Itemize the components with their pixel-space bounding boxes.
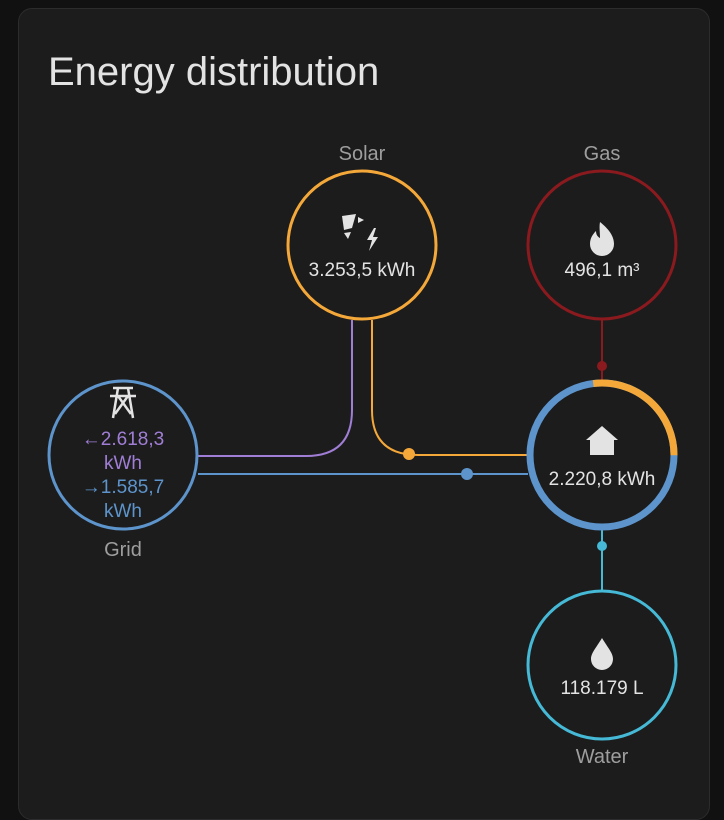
grid-return-unit: kWh [104,453,142,474]
grid-return-value: ←2.618,3 [81,429,165,450]
home-icon [586,426,618,455]
water-drop-icon [591,638,613,670]
gas-label: Gas [583,143,621,165]
solar-label: Solar [338,143,386,165]
solar-node[interactable] [286,169,438,321]
grid-node[interactable] [47,379,199,531]
flow-solar-to-home [371,320,528,456]
flow-dot-grid [461,468,473,480]
gas-value: 496,1 m³ [564,260,640,281]
water-label: Water [575,746,629,768]
card-title: Energy distribution [48,50,380,94]
solar-value: 3.253,5 kWh [308,260,416,281]
flow-dot-gas [597,361,607,371]
flow-dot-solar [403,448,415,460]
home-solar-share-arc [592,379,678,456]
home-value: 2.220,8 kWh [548,469,656,490]
grid-consumption-value: →1.585,7 [81,477,165,498]
fire-icon [590,222,614,256]
grid-consumption-unit: kWh [104,501,142,522]
flow-dot-water [597,541,607,551]
solar-panel-icon [342,214,378,251]
flow-solar-to-grid [198,320,353,457]
water-value: 118.179 L [560,678,644,699]
transmission-tower-icon [110,386,136,419]
flow-diagram [47,169,678,741]
grid-label: Grid [104,539,142,561]
